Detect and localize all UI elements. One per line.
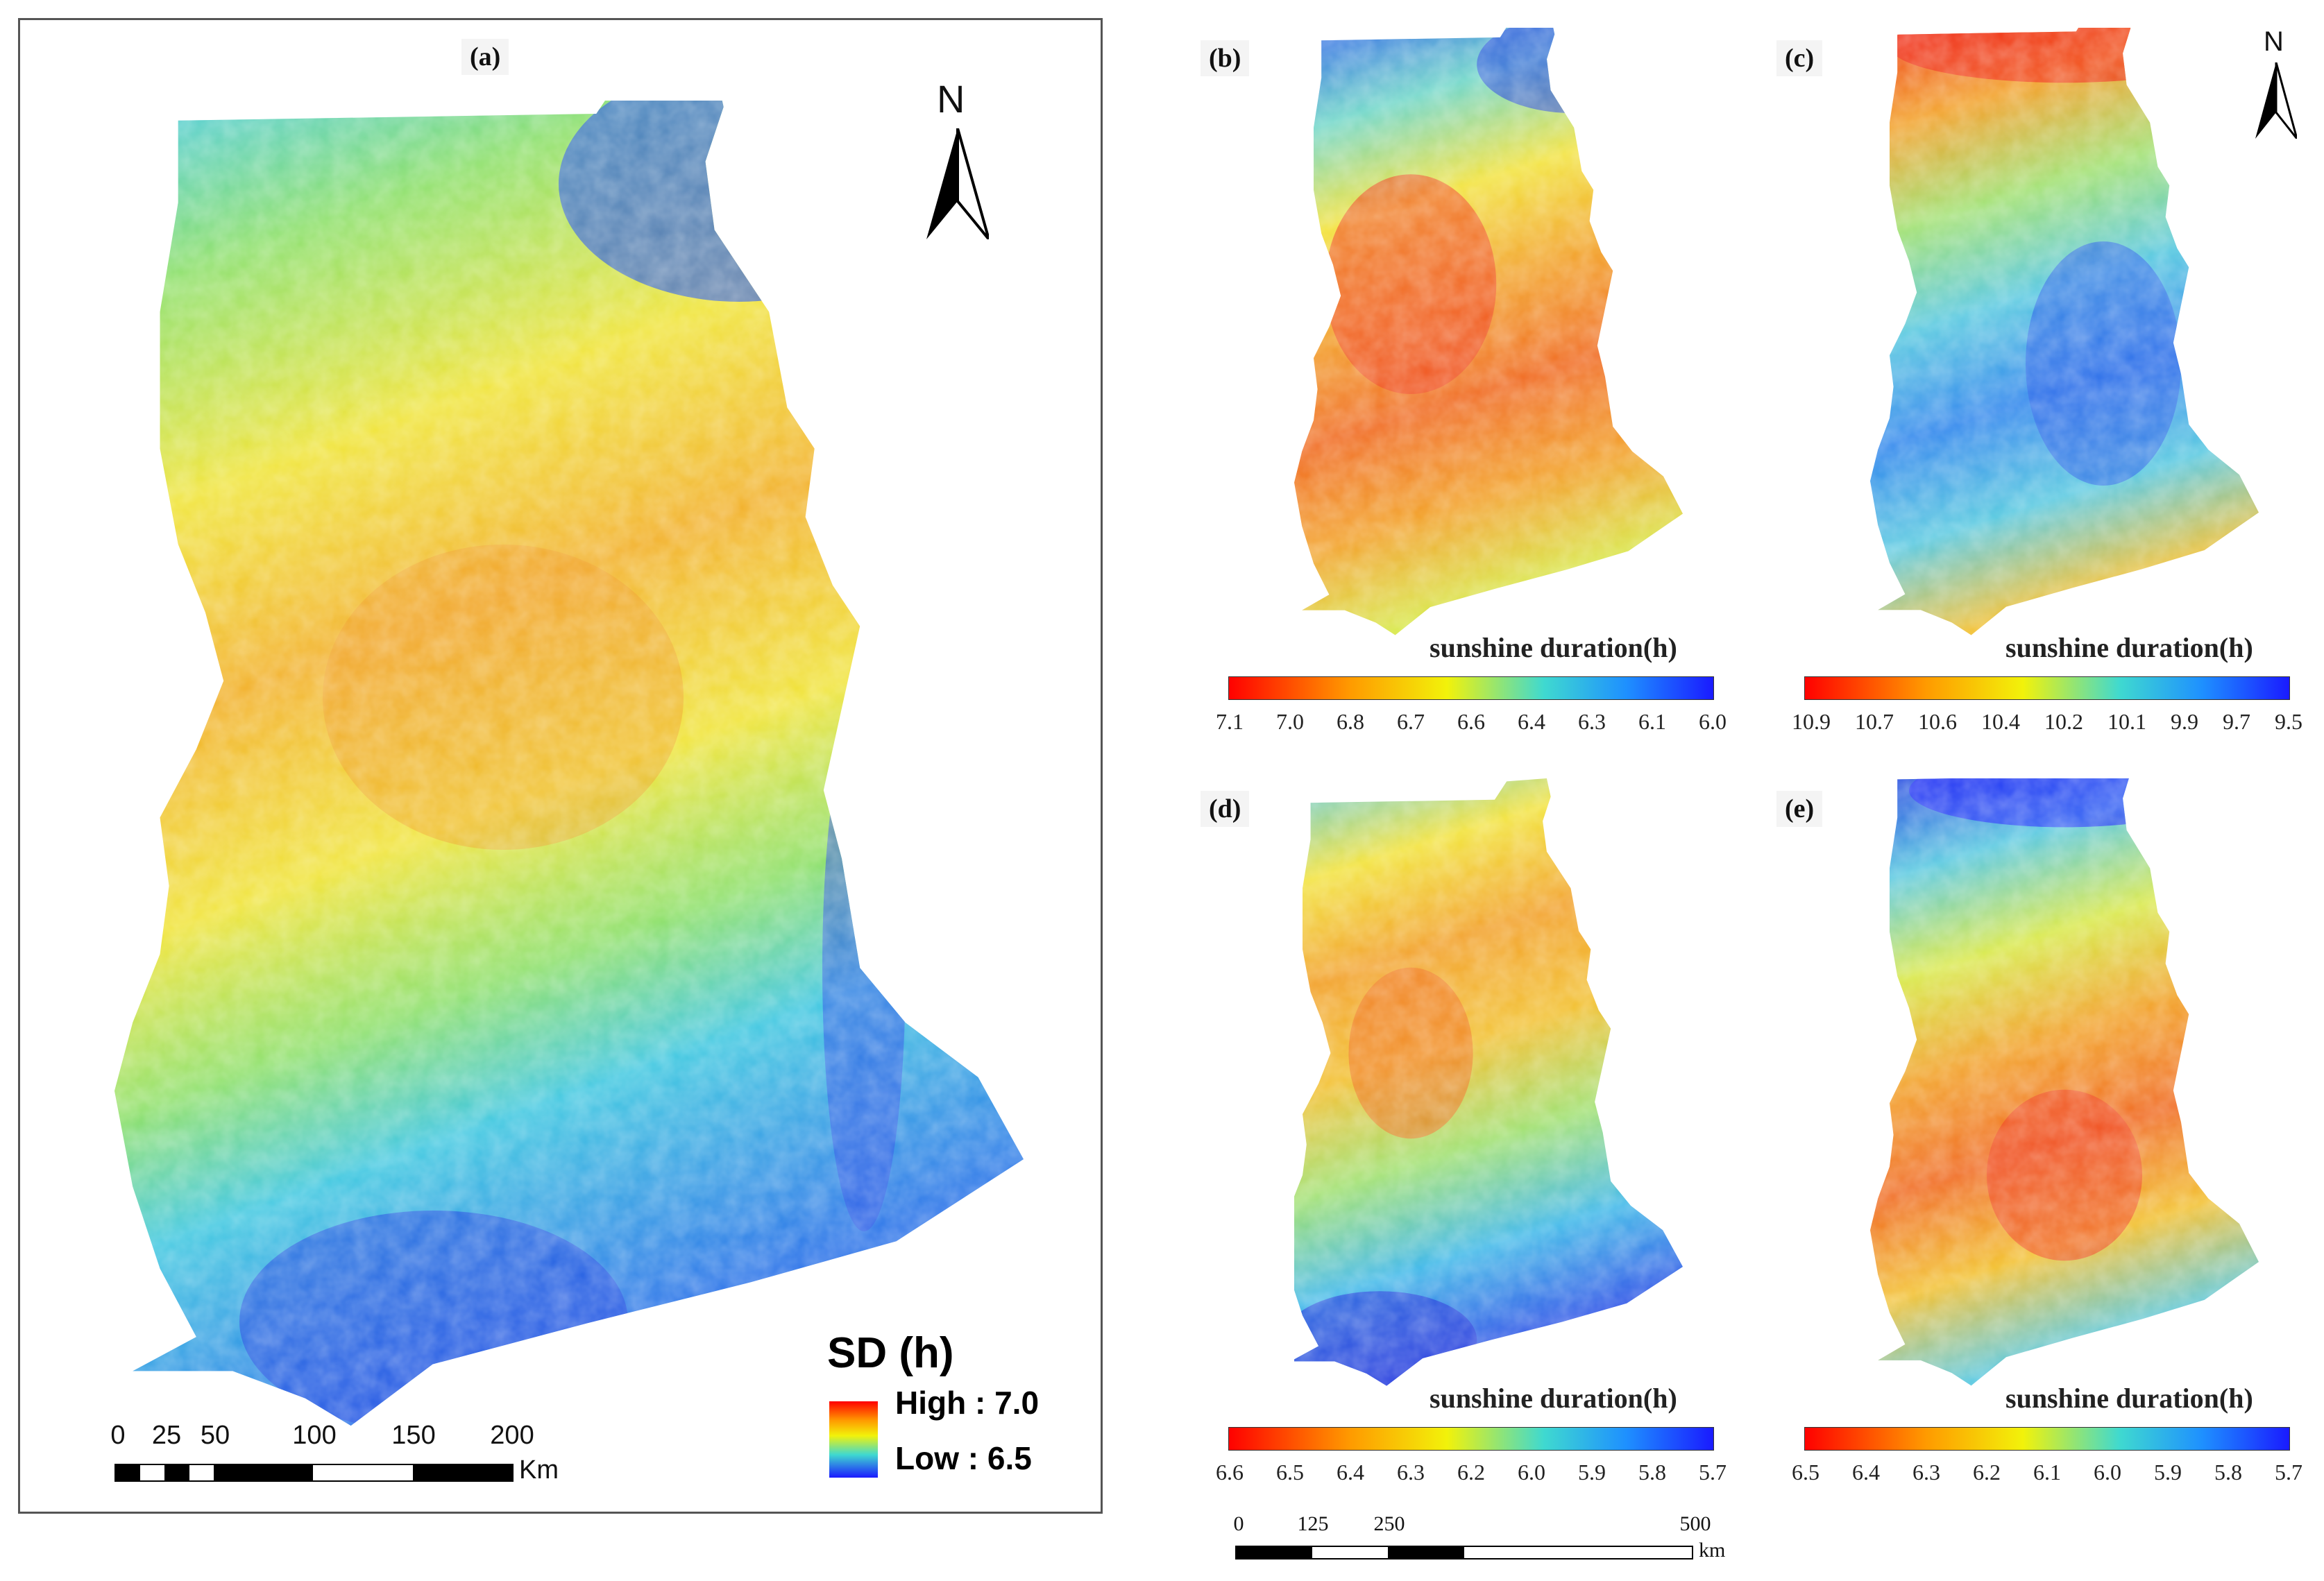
- colorbar-tick-label: 6.0: [2094, 1460, 2121, 1485]
- colorbar-tick-label: 6.5: [1276, 1460, 1304, 1485]
- legend-low: Low : 6.5: [895, 1440, 1032, 1476]
- colorbar-tick-label: 6.5: [1792, 1460, 1820, 1485]
- colorbar-tick-label: 6.2: [1457, 1460, 1485, 1485]
- colorbar-tick-label: 6.0: [1699, 709, 1727, 734]
- legend-title: SD (h): [827, 1329, 954, 1377]
- scale-bar-a-number: 150: [391, 1421, 436, 1450]
- colorbar-tick-label: 5.7: [2275, 1460, 2302, 1485]
- colorbar-tick-label: 6.1: [1638, 709, 1666, 734]
- north-arrow-icon: [926, 128, 989, 239]
- panel-c-title: sunshine duration(h): [2005, 632, 2253, 663]
- panel-d-ticks: 6.6 6.5 6.4 6.3 6.2 6.0 5.9 5.8 5.7: [1216, 1460, 1727, 1485]
- panel-b-ticks: 7.1 7.0 6.8 6.7 6.6 6.4 6.3 6.1 6.0: [1216, 709, 1727, 735]
- colorbar-tick-label: 7.1: [1216, 709, 1244, 734]
- colorbar-tick-label: 5.8: [2214, 1460, 2242, 1485]
- panel-b-title: sunshine duration(h): [1430, 632, 1677, 663]
- legend-color-ramp: [829, 1401, 878, 1478]
- north-arrow-small-label: N: [2264, 26, 2284, 57]
- panel-e-label: (e): [1776, 791, 1823, 827]
- colorbar-tick-label: 6.1: [2033, 1460, 2061, 1485]
- colorbar-tick-label: 10.6: [1918, 709, 1957, 734]
- scale-bar-small-number: 250: [1373, 1512, 1405, 1535]
- colorbar-tick-label: 6.3: [1912, 1460, 1940, 1485]
- colorbar-tick-label: 9.5: [2275, 709, 2302, 734]
- colorbar-tick-label: 6.4: [1518, 709, 1545, 734]
- colorbar-tick-label: 6.8: [1337, 709, 1364, 734]
- panel-b-colorbar: [1228, 676, 1714, 700]
- colorbar-tick-label: 6.6: [1216, 1460, 1244, 1485]
- colorbar-tick-label: 6.4: [1852, 1460, 1880, 1485]
- panel-d-title: sunshine duration(h): [1430, 1383, 1677, 1414]
- colorbar-tick-label: 10.2: [2044, 709, 2083, 734]
- scale-bar-a-number: 200: [490, 1421, 534, 1450]
- map-b-ghana: [1294, 28, 1683, 635]
- colorbar-tick-label: 5.9: [2154, 1460, 2182, 1485]
- scale-bar-small-unit: km: [1699, 1539, 1726, 1562]
- panel-a-frame: [18, 18, 1103, 1514]
- map-e-ghana: [1870, 778, 2259, 1386]
- panel-e-title: sunshine duration(h): [2005, 1383, 2253, 1414]
- panel-e-ticks: 6.5 6.4 6.3 6.2 6.1 6.0 5.9 5.8 5.7: [1792, 1460, 2302, 1485]
- panel-b-label: (b): [1201, 40, 1250, 76]
- panel-c-label: (c): [1776, 40, 1823, 76]
- colorbar-tick-label: 6.2: [1973, 1460, 2001, 1485]
- colorbar-tick-label: 5.9: [1578, 1460, 1606, 1485]
- scale-bar-a-number: 25: [151, 1421, 182, 1450]
- scale-bar-small-number: 500: [1679, 1512, 1711, 1535]
- panel-a-label: (a): [461, 39, 509, 75]
- scale-bar-small: [1235, 1546, 1693, 1559]
- colorbar-tick-label: 6.0: [1518, 1460, 1545, 1485]
- colorbar-tick-label: 6.6: [1457, 709, 1485, 734]
- panel-d-colorbar: [1228, 1427, 1714, 1451]
- panel-c-colorbar: [1804, 676, 2290, 700]
- colorbar-tick-label: 9.9: [2171, 709, 2198, 734]
- colorbar-tick-label: 9.7: [2223, 709, 2250, 734]
- colorbar-tick-label: 6.3: [1578, 709, 1606, 734]
- map-a-ghana: [114, 101, 1024, 1426]
- map-c-ghana: [1870, 28, 2259, 635]
- panel-d-label: (d): [1201, 791, 1250, 827]
- scale-bar-small-number: 125: [1297, 1512, 1329, 1535]
- legend-high: High : 7.0: [895, 1385, 1040, 1421]
- colorbar-tick-label: 6.7: [1397, 709, 1425, 734]
- scale-bar-a-number: 50: [200, 1421, 230, 1450]
- scale-bar-a-number: 0: [110, 1421, 126, 1450]
- north-arrow-small-icon: [2255, 62, 2297, 139]
- colorbar-tick-label: 6.3: [1397, 1460, 1425, 1485]
- scale-bar-a: [114, 1464, 514, 1482]
- scale-bar-small-number: 0: [1233, 1512, 1244, 1535]
- colorbar-tick-label: 7.0: [1276, 709, 1304, 734]
- colorbar-tick-label: 10.4: [1981, 709, 2020, 734]
- colorbar-tick-label: 10.1: [2107, 709, 2146, 734]
- colorbar-tick-label: 10.7: [1855, 709, 1894, 734]
- colorbar-tick-label: 5.7: [1699, 1460, 1727, 1485]
- panel-e-colorbar: [1804, 1427, 2290, 1451]
- colorbar-tick-label: 6.4: [1337, 1460, 1364, 1485]
- scale-bar-a-number: 100: [292, 1421, 337, 1450]
- panel-c-ticks: 10.9 10.7 10.6 10.4 10.2 10.1 9.9 9.7 9.5: [1792, 709, 2302, 735]
- scale-bar-a-unit: Km: [519, 1455, 559, 1485]
- colorbar-tick-label: 10.9: [1792, 709, 1831, 734]
- colorbar-tick-label: 5.8: [1638, 1460, 1666, 1485]
- north-arrow-label: N: [937, 77, 965, 121]
- map-d-ghana: [1294, 778, 1683, 1386]
